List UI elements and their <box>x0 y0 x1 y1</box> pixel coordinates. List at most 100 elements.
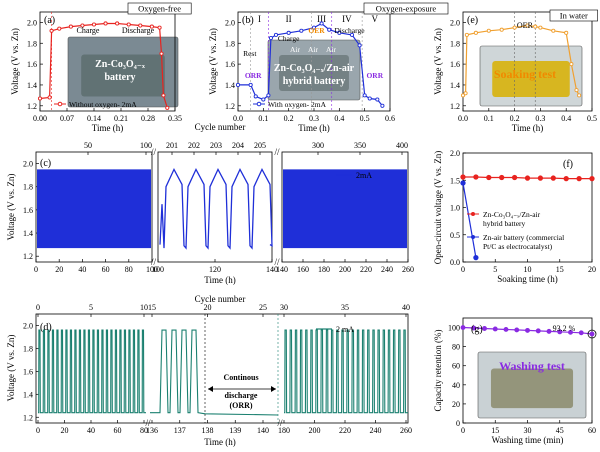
x-tick-label-d: 60 <box>114 426 122 435</box>
data-point-g <box>460 325 466 330</box>
annotation-oer-b: OER <box>308 26 325 35</box>
data-point-b <box>362 93 367 98</box>
top-tick-label-d: 40 <box>402 303 410 312</box>
x-tick-label-d: 180 <box>278 426 290 435</box>
x-tick-label-d: 220 <box>339 426 351 435</box>
plot-frame-c <box>35 151 153 263</box>
data-point-f-0 <box>576 175 582 182</box>
x-axis-label-d: Time (h) <box>204 437 235 447</box>
y-tick-label-g: 40 <box>452 381 460 390</box>
x-tick-label-d: 20 <box>61 426 69 435</box>
series-line-c <box>159 167 273 250</box>
x-tick-label-c: 160 <box>297 265 309 274</box>
y-axis-label-b: Voltage (V vs. Zn) <box>208 28 218 95</box>
legend-label-f-1b: Pt/C as electrocatalyst) <box>483 242 553 251</box>
image-label-a-2: battery <box>104 72 135 83</box>
data-point-a <box>161 93 166 98</box>
region-label-b: V <box>372 14 379 24</box>
region-label-b: IV <box>342 14 352 24</box>
y-tick-label-d: 2.0 <box>23 321 33 330</box>
data-point-a <box>149 24 154 29</box>
top-tick-label-d: 25 <box>259 303 267 312</box>
annotation-rest-b: Rest <box>243 49 257 58</box>
legend-marker-a <box>57 101 63 107</box>
top-tick-label-c: 400 <box>396 141 408 150</box>
axis-break-c: // <box>274 257 280 267</box>
x-tick-label-c: 100 <box>152 265 164 274</box>
x-tick-label-c: 140 <box>276 265 288 274</box>
x-tick-label-c: 180 <box>318 265 330 274</box>
washing-photo-g-object <box>490 368 574 409</box>
x-axis-label-b: Time (h) <box>298 123 329 133</box>
x-tick-label-d: 136 <box>146 426 158 435</box>
x-tick-label-d: 80 <box>140 426 148 435</box>
y-tick-label-a: 1.6 <box>27 60 37 69</box>
data-point-b <box>349 32 355 37</box>
data-point-b <box>235 82 241 87</box>
data-point-e <box>574 88 579 93</box>
data-point-a <box>126 22 131 27</box>
data-point-f-0 <box>589 175 595 182</box>
y-tick-label-a: 1.8 <box>27 39 37 48</box>
data-point-f-0 <box>550 175 556 181</box>
legend-label-b: With oxygen- 2mA <box>268 100 327 109</box>
data-point-g <box>589 331 595 337</box>
top-tick-label-c: 100 <box>140 141 152 150</box>
data-point-g <box>525 327 530 333</box>
data-point-a <box>138 23 143 28</box>
data-point-a <box>91 22 97 27</box>
top-tick-label-d: 35 <box>341 303 349 312</box>
data-point-e <box>525 23 530 28</box>
x-tick-label-e: 0.3 <box>535 114 545 123</box>
y-tick-label-e: 1.4 <box>450 81 460 90</box>
annotation-d-2: discharge <box>225 391 258 400</box>
data-point-f-0 <box>499 174 505 181</box>
data-point-b <box>273 32 279 37</box>
data-point-a <box>165 105 170 110</box>
title-box-b-box <box>363 2 449 15</box>
y-tick-label-e: 1.6 <box>450 60 460 69</box>
y-tick-label-g: 60 <box>452 362 460 371</box>
x-tick-label-c: 80 <box>125 265 133 274</box>
data-point-e <box>499 27 504 32</box>
x-tick-label-b: 0.4 <box>334 114 344 123</box>
x-tick-label-a: 0.35 <box>168 114 182 123</box>
data-point-a <box>80 23 85 28</box>
x-tick-label-d: 140 <box>257 426 269 435</box>
data-point-g <box>514 327 520 333</box>
data-point-e <box>473 30 478 35</box>
y-tick-label-d: 1.2 <box>23 413 33 422</box>
data-point-g <box>492 326 498 332</box>
data-point-a <box>47 95 52 100</box>
top-tick-label-d: 20 <box>204 303 212 312</box>
top-tick-label-d: 30 <box>280 303 288 312</box>
data-point-b <box>367 96 372 101</box>
x-axis-label-e: Time (h) <box>512 123 543 133</box>
annotation-charge-b: Charge <box>278 34 300 43</box>
data-point-f-0 <box>486 174 492 181</box>
x-axis-label-f: Soaking time (h) <box>497 274 558 284</box>
y-tick-label-b: 1.8 <box>225 39 235 48</box>
x-tick-label-d: 138 <box>202 426 214 435</box>
x-tick-label-a: 0.07 <box>60 114 74 123</box>
y-tick-label-e: 2.0 <box>450 18 460 27</box>
data-point-b <box>299 28 304 33</box>
x-tick-label-g: 30 <box>524 426 532 435</box>
data-point-g <box>482 326 487 331</box>
top-tick-label-c: 202 <box>188 141 200 150</box>
x-tick-label-d: 40 <box>87 426 95 435</box>
y-tick-label-d: 1.8 <box>23 344 33 353</box>
panel-label-a: (a) <box>44 15 55 26</box>
x-tick-label-c: 60 <box>102 265 110 274</box>
top-tick-label-d: 10 <box>140 303 148 312</box>
y-tick-label-d: 1.6 <box>23 367 33 376</box>
x-tick-label-f: 10 <box>524 265 532 274</box>
data-point-b <box>327 27 332 32</box>
x-axis-label-c: Time (h) <box>204 275 235 285</box>
annotation-d-3: (ORR) <box>229 401 252 410</box>
x-tick-label-g: 0 <box>461 426 465 435</box>
y-tick-label-e: 1.2 <box>450 102 460 111</box>
x-axis-label-g: Washing time (min) <box>492 435 564 445</box>
title-box-b: Oxygen-exposure <box>376 4 437 14</box>
annotation-air-1-b: Air <box>290 45 301 54</box>
